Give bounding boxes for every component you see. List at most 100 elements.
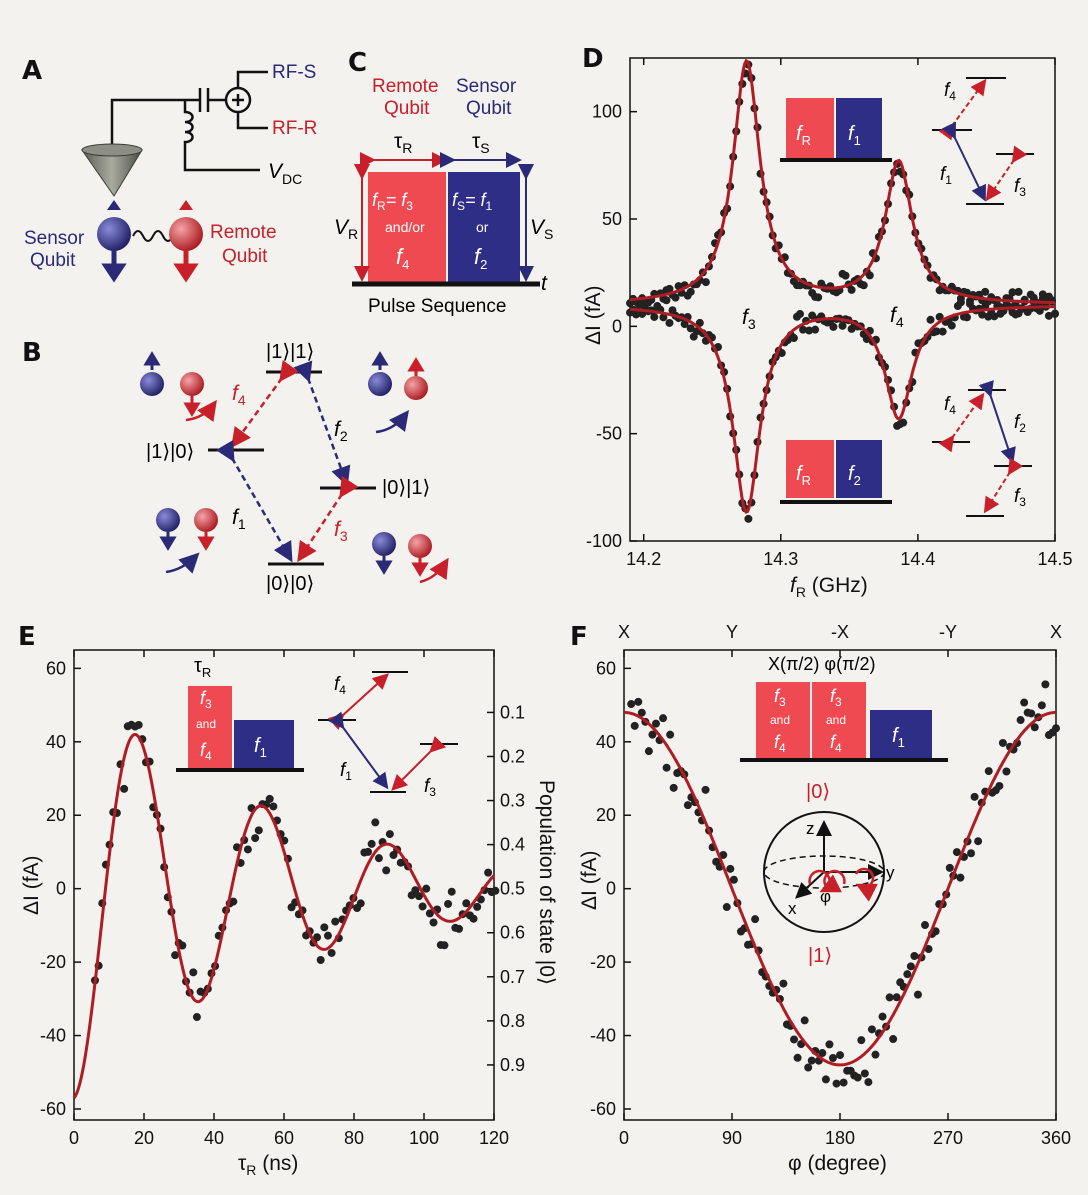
- chart-e-xtick-label: 60: [274, 1128, 294, 1148]
- chart-d-point: [744, 514, 753, 523]
- d-ylabel: ΔI (fA): [582, 285, 605, 345]
- f-inset-blue: [870, 710, 932, 758]
- chart-d-xtick-label: 14.3: [763, 549, 798, 569]
- e-red-and: and: [196, 717, 216, 731]
- remote-qubit-icon: [169, 200, 203, 283]
- chart-d-point: [926, 315, 935, 324]
- chart-f-point: [662, 763, 671, 772]
- chart-d-point: [1035, 306, 1044, 315]
- chart-e-xtick-label: 80: [344, 1128, 364, 1148]
- spin-pair-bottom-left: [156, 508, 218, 574]
- chart-d-point: [686, 287, 695, 296]
- chart-f-xtick-label: 90: [722, 1128, 742, 1148]
- spin-pair-top-left: [140, 351, 217, 423]
- chart-d-point: [841, 271, 850, 280]
- chart-e-xtick-label: 0: [69, 1128, 79, 1148]
- chart-d-ytick-label: 50: [602, 209, 622, 229]
- chart-f-point: [867, 1025, 876, 1034]
- chart-e-point: [254, 826, 263, 835]
- chart-e-point: [382, 866, 391, 875]
- chart-f-point: [864, 1078, 873, 1087]
- chart-e-point: [327, 948, 336, 957]
- rf-s-label: RF-S: [272, 62, 316, 83]
- d-lv-top-f4: f4: [944, 80, 956, 103]
- chart-e-point: [313, 933, 322, 942]
- chart-d-point: [701, 278, 710, 287]
- d-inset-top-red-label: fR: [796, 123, 811, 148]
- chart-f-top-tick-label: X: [1050, 622, 1062, 642]
- rf-r-label: RF-R: [272, 118, 317, 139]
- chart-d-point: [789, 334, 798, 343]
- c-vs: VS: [530, 216, 553, 242]
- chart-e-point: [418, 902, 427, 911]
- chart-f-point: [839, 1078, 848, 1087]
- chart-f-point: [871, 1050, 880, 1059]
- chart-f-point: [751, 915, 760, 924]
- d-xlabel: fR (GHz): [790, 574, 868, 600]
- d-lv-top-f1: f1: [940, 164, 952, 187]
- chart-f-point: [1002, 767, 1011, 776]
- e-inset-blue: [234, 720, 294, 768]
- panel-a-circuit: [81, 70, 268, 283]
- chart-f-xtick-label: 360: [1041, 1128, 1071, 1148]
- chart-f-point: [1016, 716, 1025, 725]
- chart-d-point: [865, 271, 874, 280]
- chart-d-point: [808, 311, 817, 320]
- c-sensor-label-1: Sensor: [456, 76, 517, 97]
- chart-e-point: [455, 924, 463, 933]
- d-lv-bot-f3: f3: [1014, 486, 1026, 509]
- chart-e-ytick-label: -40: [40, 1026, 66, 1046]
- c-tau-s: τS: [472, 130, 490, 156]
- c-red-andor: and/or: [385, 219, 425, 235]
- e-lv-f3: f3: [424, 776, 436, 799]
- chart-e-y2tick-label: 0.1: [500, 702, 525, 722]
- chart-e-point: [331, 917, 340, 926]
- bloch-phi-label: φ: [820, 887, 831, 906]
- e-lv-f4: f4: [334, 674, 346, 697]
- chart-f-point: [701, 785, 710, 794]
- f-inset-red-2: [812, 682, 866, 758]
- chart-e-point: [171, 951, 180, 960]
- chart-f-top-tick-label: Y: [726, 622, 738, 642]
- vdc-label: VDC: [268, 160, 302, 187]
- panel-letter-f: F: [570, 622, 588, 652]
- chart-d-point: [686, 324, 695, 333]
- chart-e-ytick-label: 40: [46, 732, 66, 752]
- e-ylabel: ΔI (fA): [20, 855, 43, 915]
- chart-f-ytick-label: -40: [590, 1026, 616, 1046]
- chart-d-point: [847, 285, 856, 294]
- chart-f-point: [828, 1053, 837, 1062]
- chart-e-xtick-label: 20: [134, 1128, 154, 1148]
- c-remote-label-2: Qubit: [384, 98, 430, 119]
- chart-e-point: [429, 918, 438, 927]
- chart-e-point: [447, 887, 456, 896]
- chart-f-point: [974, 837, 983, 846]
- b-f1-label: f1: [232, 506, 246, 532]
- panel-c-pulse-sequence: [352, 152, 540, 287]
- chart-d-point: [662, 296, 671, 305]
- c-red-f4: f4: [396, 244, 409, 272]
- f-red2-f3: f3: [830, 686, 842, 709]
- chart-e: 0 20 40 60 80 100 120 -60 -40 -20 0 20 40 60 0.1 0.2 0.3…: [40, 649, 525, 1148]
- spin-pair-bottom-right: [372, 532, 449, 584]
- chart-d-point: [680, 320, 689, 329]
- chart-d-point: [665, 318, 674, 327]
- chart-f-point: [821, 1075, 830, 1084]
- chart-d-point: [811, 325, 820, 334]
- chart-f-xtick-label: 0: [619, 1128, 629, 1148]
- e-xlabel: τR (ns): [238, 1152, 298, 1178]
- chart-f-xtick-label: 270: [933, 1128, 963, 1148]
- chart-e-point: [229, 897, 238, 906]
- chart-e-y2tick-label: 0.8: [500, 1011, 525, 1031]
- sensor-qubit-label-2: Qubit: [30, 250, 76, 271]
- chart-e-point: [367, 839, 376, 848]
- remote-qubit-label-2: Qubit: [222, 246, 268, 267]
- c-red-line1: fR= f3: [372, 190, 413, 213]
- c-sensor-label-2: Qubit: [466, 98, 512, 119]
- c-blue-f2: f2: [474, 244, 487, 272]
- d-inset-top-blue-label: f1: [848, 123, 861, 148]
- chart-e-ytick-label: -60: [40, 1099, 66, 1119]
- chart-f-ytick-label: 20: [596, 805, 616, 825]
- chart-d-point: [829, 322, 838, 331]
